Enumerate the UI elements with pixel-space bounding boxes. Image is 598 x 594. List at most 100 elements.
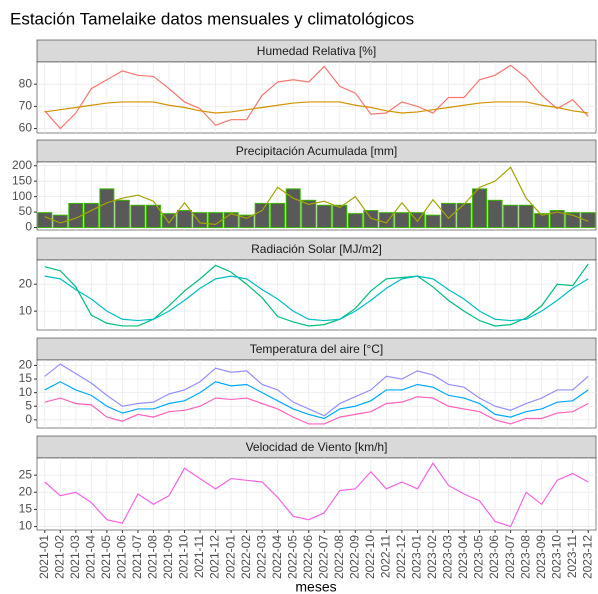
y-tick-label: 200	[12, 158, 32, 172]
y-tick-label: 15	[19, 371, 33, 385]
x-tick-label: 2023-01	[410, 535, 424, 579]
panel-title: Radiación Solar [MJ/m2]	[251, 242, 382, 256]
y-tick-label: 0	[25, 220, 32, 234]
bar	[254, 202, 270, 229]
panel	[36, 359, 597, 429]
panel-title: Precipitación Acumulada [mm]	[236, 144, 397, 158]
y-tick-label: 10	[19, 385, 33, 399]
x-tick-label: 2023-06	[487, 535, 501, 579]
x-tick-label: 2021-02	[52, 535, 66, 579]
bar	[177, 210, 193, 229]
x-tick-label: 2023-02	[425, 535, 439, 579]
y-tick-label: 5	[25, 398, 32, 412]
y-tick-label: 0	[25, 412, 32, 426]
bar	[316, 204, 332, 229]
panel	[36, 161, 597, 231]
bar	[518, 204, 534, 229]
x-tick-label: 2021-01	[37, 535, 51, 579]
y-tick-label: 15	[19, 502, 33, 516]
bar	[239, 214, 255, 229]
x-tick-label: 2022-12	[394, 535, 408, 579]
line	[44, 462, 589, 528]
y-tick-label: 20	[19, 276, 33, 290]
y-tick-label: 150	[12, 173, 32, 187]
y-tick-label: 50	[19, 204, 33, 218]
y-tick-label: 25	[19, 467, 33, 481]
bar	[145, 204, 161, 229]
bar	[456, 202, 472, 229]
x-tick-label: 2022-10	[363, 535, 377, 579]
panel	[36, 61, 597, 134]
x-tick-label: 2023-11	[565, 535, 579, 578]
bar	[332, 204, 348, 229]
x-tick-label: 2022-11	[379, 535, 393, 578]
y-tick-label: 100	[12, 189, 32, 203]
bar	[425, 214, 441, 229]
y-tick-label: 20	[19, 358, 33, 372]
line	[44, 381, 589, 420]
x-tick-label: 2021-12	[208, 535, 222, 579]
x-axis-label: meses	[295, 579, 336, 594]
y-tick-label: 60	[19, 121, 33, 135]
x-tick-label: 2022-01	[223, 535, 237, 579]
bar	[487, 199, 503, 229]
y-tick-label: 10	[19, 303, 33, 317]
x-tick-label: 2021-05	[99, 535, 113, 579]
x-tick-label: 2021-10	[177, 535, 191, 579]
x-tick-label: 2023-04	[456, 535, 470, 579]
bar	[192, 212, 208, 229]
x-tick-label: 2023-07	[503, 535, 517, 579]
x-tick-label: 2021-03	[68, 535, 82, 579]
line	[44, 166, 589, 226]
y-tick-label: 10	[19, 519, 33, 533]
bar	[534, 213, 550, 229]
x-tick-label: 2022-05	[285, 535, 299, 579]
x-tick-label: 2022-07	[316, 535, 330, 579]
panel	[36, 457, 597, 531]
chart-title: Estación Tamelaike datos mensuales y cli…	[10, 9, 414, 28]
bar	[37, 212, 53, 229]
bar	[99, 188, 115, 229]
x-tick-label: 2021-09	[161, 535, 175, 579]
panel	[36, 259, 597, 331]
bar	[503, 204, 519, 229]
panel-title: Humedad Relativa [%]	[257, 44, 376, 58]
x-tick-label: 2023-12	[580, 535, 594, 579]
bar	[208, 212, 224, 229]
line	[44, 363, 589, 417]
x-tick-label: 2022-08	[332, 535, 346, 579]
bar	[363, 210, 379, 229]
x-tick-label: 2021-08	[146, 535, 160, 579]
line	[44, 101, 589, 114]
x-tick-label: 2022-02	[239, 535, 253, 579]
x-tick-label: 2021-07	[130, 535, 144, 579]
bar	[378, 212, 394, 229]
x-tick-label: 2023-08	[518, 535, 532, 579]
bar	[394, 212, 410, 229]
bar	[440, 202, 456, 229]
line	[44, 275, 589, 322]
bar	[270, 202, 286, 229]
x-tick-label: 2022-06	[301, 535, 315, 579]
x-tick-label: 2021-11	[192, 535, 206, 578]
bar	[285, 188, 301, 229]
x-tick-label: 2023-03	[441, 535, 455, 579]
bar	[580, 212, 596, 229]
bar	[114, 199, 130, 229]
line	[44, 396, 589, 425]
panel-title: Velocidad de Viento [km/h]	[246, 440, 388, 454]
bar	[472, 188, 488, 229]
x-tick-label: 2021-06	[115, 535, 129, 579]
bar	[549, 210, 565, 229]
line	[44, 64, 589, 130]
y-tick-label: 80	[19, 76, 33, 90]
x-tick-label: 2022-04	[270, 535, 284, 579]
y-tick-label: 20	[19, 484, 33, 498]
bar	[301, 199, 317, 229]
bar	[83, 202, 99, 229]
x-tick-label: 2022-09	[347, 535, 361, 579]
bar	[130, 204, 146, 229]
x-tick-label: 2021-04	[84, 535, 98, 579]
panel-title: Temperatura del aire [°C]	[250, 342, 384, 356]
